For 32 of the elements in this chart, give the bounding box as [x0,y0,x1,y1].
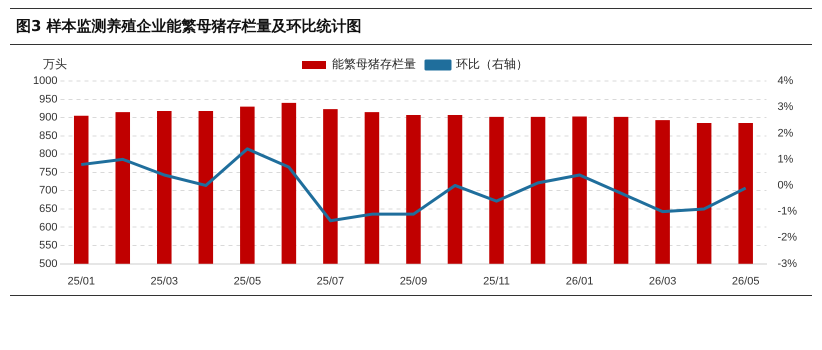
y-tick-label: 950 [39,93,58,106]
y2-tick-label: -2% [777,232,798,244]
chart-title: 图3 样本监测养殖企业能繁母猪存栏量及环比统计图 [10,8,812,45]
x-tick-label: 25/05 [234,275,262,288]
legend-label: 环比（右轴） [456,57,528,72]
y-tick-label: 700 [39,184,58,197]
y-tick-label: 650 [39,202,58,215]
x-tick-label: 25/07 [316,275,344,288]
y-tick-label: 900 [39,112,58,124]
x-tick-label: 26/05 [732,275,760,288]
y-tick-label: 500 [39,258,58,270]
y-axis-title: 万头 [43,57,68,72]
y2-tick-label: 3% [777,101,794,114]
y-tick-label: 850 [39,130,58,142]
y2-tick-label: 4% [777,75,794,88]
y-tick-label: 600 [39,221,58,234]
y2-tick-label: 2% [777,127,794,140]
legend-label: 能繁母猪存栏量 [332,57,416,72]
y-tick-label: 1000 [32,75,58,88]
y2-tick-label: -3% [777,258,798,270]
y2-tick-label: 1% [777,153,794,166]
y2-tick-label: -1% [777,206,798,218]
x-tick-label: 25/01 [67,275,95,288]
x-tick-label: 25/09 [400,275,428,288]
x-tick-label: 25/03 [150,275,178,288]
y-tick-label: 800 [39,148,58,160]
y2-tick-label: 0% [777,179,794,192]
x-tick-label: 25/11 [483,275,510,288]
x-tick-label: 26/03 [648,275,676,288]
y-tick-label: 550 [39,240,58,252]
y-tick-label: 750 [39,166,58,178]
x-tick-label: 26/01 [566,275,594,288]
